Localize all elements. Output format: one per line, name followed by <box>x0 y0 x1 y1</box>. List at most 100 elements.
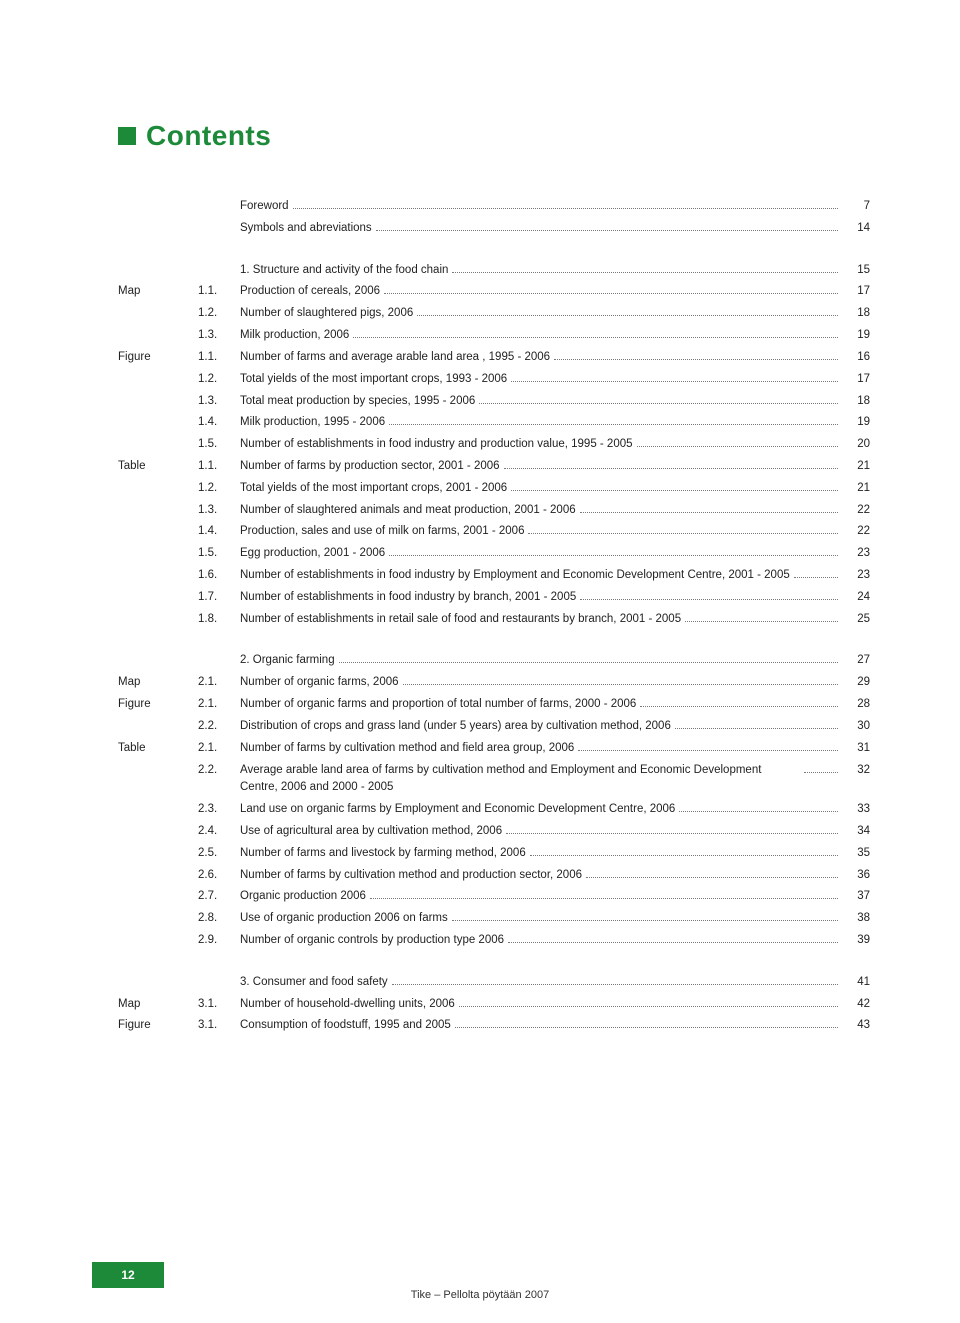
heading-square-icon <box>118 127 136 145</box>
toc-row: 1.2.Number of slaughtered pigs, 200618 <box>118 305 870 323</box>
toc-entry-number: 3.1. <box>198 1017 240 1035</box>
toc-entry-number: 1.1. <box>198 458 240 476</box>
toc-category-label: Figure <box>118 1017 198 1035</box>
toc-leader <box>455 1019 838 1028</box>
toc-entry-title: Distribution of crops and grass land (un… <box>240 718 671 736</box>
toc-entry-title: Number of establishments in retail sale … <box>240 611 681 629</box>
toc-leader <box>508 934 838 943</box>
toc-entry-title-wrap: Total yields of the most important crops… <box>240 371 842 389</box>
toc-entry-title: Use of organic production 2006 on farms <box>240 910 448 928</box>
toc-row: 2. Organic farming 27 <box>118 652 870 670</box>
toc-entry-title: Total meat production by species, 1995 -… <box>240 393 475 411</box>
toc-entry-title-wrap: Use of organic production 2006 on farms <box>240 910 842 928</box>
toc-row: 1.2.Total yields of the most important c… <box>118 480 870 498</box>
toc-entry-title: 3. Consumer and food safety <box>240 974 388 992</box>
toc-entry-title-wrap: Organic production 2006 <box>240 888 842 906</box>
toc-entry-title: Total yields of the most important crops… <box>240 480 507 498</box>
toc-leader <box>530 847 838 856</box>
toc-row: Map2.1.Number of organic farms, 200629 <box>118 674 870 692</box>
toc-entry-title-wrap: Production, sales and use of milk on far… <box>240 523 842 541</box>
toc-leader <box>293 200 838 209</box>
toc-row: 2.6.Number of farms by cultivation metho… <box>118 867 870 885</box>
toc-entry-number: 2.9. <box>198 932 240 950</box>
toc-entry-title: 2. Organic farming <box>240 652 335 670</box>
toc-leader <box>586 868 838 877</box>
toc-leader <box>384 285 838 294</box>
toc-entry-number: 1.1. <box>198 349 240 367</box>
toc-entry-title-wrap: Number of household-dwelling units, 2006 <box>240 996 842 1014</box>
toc-entry-number: 1.4. <box>198 414 240 432</box>
toc-row: 1.2.Total yields of the most important c… <box>118 371 870 389</box>
toc-entry-title-wrap: Number of organic farms, 2006 <box>240 674 842 692</box>
toc-entry-title-wrap: Number of farms by cultivation method an… <box>240 740 842 758</box>
toc-entry-title: Symbols and abreviations <box>240 220 372 238</box>
toc-entry-title: Number of farms and average arable land … <box>240 349 550 367</box>
toc-entry-number: 1.7. <box>198 589 240 607</box>
toc-leader <box>452 912 838 921</box>
toc-entry-page: 32 <box>842 762 870 780</box>
toc-entry-title-wrap: 1. Structure and activity of the food ch… <box>240 262 842 280</box>
toc-entry-title: Consumption of foodstuff, 1995 and 2005 <box>240 1017 451 1035</box>
toc-entry-number: 2.2. <box>198 762 240 780</box>
toc-entry-title-wrap: Land use on organic farms by Employment … <box>240 801 842 819</box>
table-of-contents: Foreword7Symbols and abreviations141. St… <box>118 198 870 1035</box>
toc-entry-page: 30 <box>842 718 870 736</box>
toc-entry-number: 1.1. <box>198 283 240 301</box>
toc-category-label: Table <box>118 458 198 476</box>
toc-entry-title: Use of agricultural area by cultivation … <box>240 823 502 841</box>
toc-entry-title-wrap: Consumption of foodstuff, 1995 and 2005 <box>240 1017 842 1035</box>
toc-entry-page: 18 <box>842 305 870 323</box>
toc-leader <box>637 438 838 447</box>
toc-entry-page: 17 <box>842 371 870 389</box>
page-footer: 12 Tike – Pellolta pöytään 2007 <box>0 1233 960 1323</box>
toc-entry-page: 37 <box>842 888 870 906</box>
toc-row: 2.9.Number of organic controls by produc… <box>118 932 870 950</box>
toc-leader <box>353 329 838 338</box>
toc-entry-title-wrap: Use of agricultural area by cultivation … <box>240 823 842 841</box>
toc-entry-page: 21 <box>842 458 870 476</box>
toc-entry-page: 34 <box>842 823 870 841</box>
toc-entry-page: 18 <box>842 393 870 411</box>
toc-entry-page: 23 <box>842 567 870 585</box>
toc-row: Figure1.1.Number of farms and average ar… <box>118 349 870 367</box>
toc-entry-title: Number of farms by cultivation method an… <box>240 740 574 758</box>
toc-entry-title: Number of organic farms, 2006 <box>240 674 399 692</box>
toc-leader <box>685 612 838 621</box>
toc-leader <box>479 394 838 403</box>
toc-entry-number: 3.1. <box>198 996 240 1014</box>
toc-entry-page: 22 <box>842 523 870 541</box>
heading: Contents <box>118 120 870 152</box>
toc-entry-number: 1.2. <box>198 371 240 389</box>
toc-entry-page: 36 <box>842 867 870 885</box>
toc-category-label: Map <box>118 674 198 692</box>
toc-entry-title-wrap: Egg production, 2001 - 2006 <box>240 545 842 563</box>
toc-entry-title-wrap: Average arable land area of farms by cul… <box>240 762 842 798</box>
toc-entry-number: 2.1. <box>198 740 240 758</box>
toc-entry-page: 38 <box>842 910 870 928</box>
toc-entry-title-wrap: Symbols and abreviations <box>240 220 842 238</box>
toc-entry-number: 1.4. <box>198 523 240 541</box>
toc-row: Map1.1.Production of cereals, 200617 <box>118 283 870 301</box>
toc-entry-page: 35 <box>842 845 870 863</box>
toc-row: Figure2.1.Number of organic farms and pr… <box>118 696 870 714</box>
toc-entry-title: Number of establishments in food industr… <box>240 589 576 607</box>
toc-entry-number: 1.5. <box>198 545 240 563</box>
toc-entry-number: 2.3. <box>198 801 240 819</box>
toc-entry-title: Total yields of the most important crops… <box>240 371 507 389</box>
toc-entry-page: 16 <box>842 349 870 367</box>
toc-entry-number: 2.2. <box>198 718 240 736</box>
toc-entry-page: 27 <box>842 652 870 670</box>
toc-entry-page: 31 <box>842 740 870 758</box>
toc-entry-number: 1.6. <box>198 567 240 585</box>
toc-row: Figure3.1.Consumption of foodstuff, 1995… <box>118 1017 870 1035</box>
toc-row: Foreword7 <box>118 198 870 216</box>
toc-entry-title: Production, sales and use of milk on far… <box>240 523 524 541</box>
toc-entry-title-wrap: 2. Organic farming <box>240 652 842 670</box>
toc-row: 1.4.Production, sales and use of milk on… <box>118 523 870 541</box>
toc-row: 2.3.Land use on organic farms by Employm… <box>118 801 870 819</box>
toc-category-label: Figure <box>118 349 198 367</box>
toc-entry-title: Average arable land area of farms by cul… <box>240 762 800 798</box>
toc-row: 1.3.Milk production, 200619 <box>118 327 870 345</box>
toc-entry-title: Number of household-dwelling units, 2006 <box>240 996 455 1014</box>
toc-row: 3. Consumer and food safety41 <box>118 974 870 992</box>
